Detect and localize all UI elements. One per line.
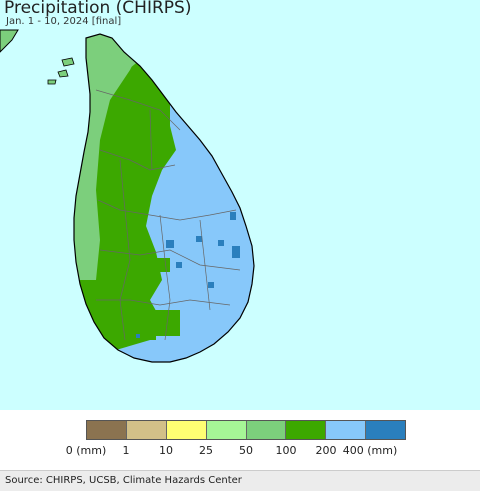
legend-swatch-1-10 [125, 421, 166, 439]
legend-swatch-100-200 [285, 421, 326, 439]
jaffna-islets [47, 57, 75, 85]
footer: Source: CHIRPS, UCSB, Climate Hazards Ce… [0, 470, 480, 491]
legend-swatch-25-50 [205, 421, 246, 439]
source-credit: Source: CHIRPS, UCSB, Climate Hazards Ce… [5, 475, 242, 486]
legend-tick-label: 1 [122, 444, 130, 457]
legend-tick-label: 10 [159, 444, 173, 457]
map-canvas [0, 29, 255, 363]
legend-tick-label: 50 [239, 444, 253, 457]
legend-tick-label: 400 (mm) [342, 444, 398, 457]
map-subtitle: Jan. 1 - 10, 2024 [final] [6, 16, 122, 27]
legend-tick-label: 0 (mm) [65, 444, 107, 457]
island-outline [73, 33, 255, 363]
legend-swatch-200-400 [325, 421, 366, 439]
legend-colorbar [86, 420, 406, 440]
legend-swatch-10-25 [165, 421, 206, 439]
legend-swatch-400+ [365, 421, 405, 439]
mainland-landmass [0, 29, 19, 53]
legend-swatch-0-1 [87, 421, 126, 439]
legend-tick-label: 100 [275, 444, 297, 457]
legend-swatch-50-100 [245, 421, 286, 439]
legend-tick-label: 25 [199, 444, 213, 457]
map-title: Precipitation (CHIRPS) [4, 0, 192, 18]
legend-tick-label: 200 [315, 444, 337, 457]
precipitation-map: Precipitation (CHIRPS) Jan. 1 - 10, 2024… [0, 0, 480, 410]
